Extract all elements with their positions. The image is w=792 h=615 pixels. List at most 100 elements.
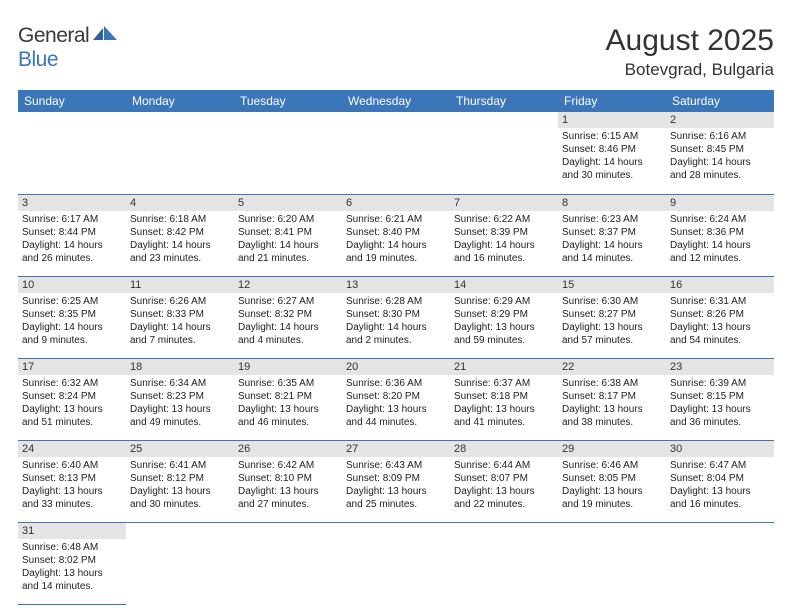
calendar-week-row: 3Sunrise: 6:17 AMSunset: 8:44 PMDaylight…	[18, 194, 774, 276]
day-line: Sunrise: 6:31 AM	[670, 295, 770, 308]
weekday-header: Thursday	[450, 90, 558, 112]
day-body: Sunrise: 6:38 AMSunset: 8:17 PMDaylight:…	[558, 375, 666, 429]
calendar-day-cell: 28Sunrise: 6:44 AMSunset: 8:07 PMDayligh…	[450, 440, 558, 522]
calendar-day-cell	[342, 112, 450, 194]
calendar-day-cell	[666, 522, 774, 604]
day-line: Sunset: 8:39 PM	[454, 226, 554, 239]
calendar-day-cell: 3Sunrise: 6:17 AMSunset: 8:44 PMDaylight…	[18, 194, 126, 276]
day-line: Sunrise: 6:42 AM	[238, 459, 338, 472]
day-line: Daylight: 14 hours and 9 minutes.	[22, 321, 122, 347]
day-number	[18, 112, 126, 128]
calendar-week-row: 10Sunrise: 6:25 AMSunset: 8:35 PMDayligh…	[18, 276, 774, 358]
day-line: Sunrise: 6:30 AM	[562, 295, 662, 308]
day-body: Sunrise: 6:36 AMSunset: 8:20 PMDaylight:…	[342, 375, 450, 429]
day-number	[342, 112, 450, 128]
day-body	[234, 128, 342, 130]
day-line: Sunset: 8:26 PM	[670, 308, 770, 321]
day-body: Sunrise: 6:43 AMSunset: 8:09 PMDaylight:…	[342, 457, 450, 511]
calendar-day-cell: 1Sunrise: 6:15 AMSunset: 8:46 PMDaylight…	[558, 112, 666, 194]
day-number	[126, 112, 234, 128]
day-body: Sunrise: 6:28 AMSunset: 8:30 PMDaylight:…	[342, 293, 450, 347]
calendar-day-cell: 27Sunrise: 6:43 AMSunset: 8:09 PMDayligh…	[342, 440, 450, 522]
day-number: 31	[18, 523, 126, 539]
day-number: 5	[234, 195, 342, 211]
day-line: Sunrise: 6:46 AM	[562, 459, 662, 472]
calendar-day-cell: 19Sunrise: 6:35 AMSunset: 8:21 PMDayligh…	[234, 358, 342, 440]
day-line: Sunrise: 6:28 AM	[346, 295, 446, 308]
day-line: Daylight: 13 hours and 49 minutes.	[130, 403, 230, 429]
day-number: 11	[126, 277, 234, 293]
month-title: August 2025	[606, 24, 774, 58]
calendar-day-cell: 24 Sunrise: 6:40 AMSunset: 8:13 PMDayligh…	[18, 440, 126, 522]
day-line: Sunrise: 6:25 AM	[22, 295, 122, 308]
calendar-day-cell: 30Sunrise: 6:47 AMSunset: 8:04 PMDayligh…	[666, 440, 774, 522]
day-line: Sunset: 8:29 PM	[454, 308, 554, 321]
calendar-day-cell: 15Sunrise: 6:30 AMSunset: 8:27 PMDayligh…	[558, 276, 666, 358]
day-number	[342, 523, 450, 539]
day-body	[666, 539, 774, 541]
day-line: Daylight: 13 hours and 46 minutes.	[238, 403, 338, 429]
calendar-day-cell: 22Sunrise: 6:38 AMSunset: 8:17 PMDayligh…	[558, 358, 666, 440]
day-body: Sunrise: 6:17 AMSunset: 8:44 PMDaylight:…	[18, 211, 126, 265]
weekday-header-row: Sunday Monday Tuesday Wednesday Thursday…	[18, 90, 774, 112]
day-number: 25	[126, 441, 234, 457]
day-number: 24	[18, 441, 126, 457]
day-line: Sunset: 8:13 PM	[22, 472, 122, 485]
day-number: 29	[558, 441, 666, 457]
weekday-header: Saturday	[666, 90, 774, 112]
day-line: Sunrise: 6:23 AM	[562, 213, 662, 226]
day-line: Daylight: 13 hours and 33 minutes.	[22, 485, 122, 511]
day-number: 4	[126, 195, 234, 211]
weekday-header: Tuesday	[234, 90, 342, 112]
logo-text-blue: Blue	[18, 48, 58, 71]
day-line: Daylight: 13 hours and 16 minutes.	[670, 485, 770, 511]
calendar-day-cell	[126, 522, 234, 604]
day-line: Sunrise: 6:16 AM	[670, 130, 770, 143]
title-block: August 2025 Botevgrad, Bulgaria	[606, 24, 774, 80]
calendar-day-cell: 17Sunrise: 6:32 AMSunset: 8:24 PMDayligh…	[18, 358, 126, 440]
calendar-week-row: 17Sunrise: 6:32 AMSunset: 8:24 PMDayligh…	[18, 358, 774, 440]
day-number: 28	[450, 441, 558, 457]
day-number: 20	[342, 359, 450, 375]
day-number: 14	[450, 277, 558, 293]
day-body: Sunrise: 6:25 AMSunset: 8:35 PMDaylight:…	[18, 293, 126, 347]
day-body	[126, 539, 234, 541]
day-line: Sunrise: 6:39 AM	[670, 377, 770, 390]
day-line: Sunrise: 6:34 AM	[130, 377, 230, 390]
day-line: Daylight: 14 hours and 21 minutes.	[238, 239, 338, 265]
day-line: Sunset: 8:24 PM	[22, 390, 122, 403]
day-number: 3	[18, 195, 126, 211]
day-line: Sunset: 8:07 PM	[454, 472, 554, 485]
day-body: Sunrise: 6:34 AMSunset: 8:23 PMDaylight:…	[126, 375, 234, 429]
calendar-day-cell: 13Sunrise: 6:28 AMSunset: 8:30 PMDayligh…	[342, 276, 450, 358]
calendar-day-cell: 4Sunrise: 6:18 AMSunset: 8:42 PMDaylight…	[126, 194, 234, 276]
day-number: 8	[558, 195, 666, 211]
day-body: Sunrise: 6:18 AMSunset: 8:42 PMDaylight:…	[126, 211, 234, 265]
day-line: Sunrise: 6:44 AM	[454, 459, 554, 472]
day-line: Daylight: 13 hours and 25 minutes.	[346, 485, 446, 511]
day-line: Sunrise: 6:29 AM	[454, 295, 554, 308]
calendar-week-row: 31Sunrise: 6:48 AMSunset: 8:02 PMDayligh…	[18, 522, 774, 604]
day-line: Daylight: 13 hours and 54 minutes.	[670, 321, 770, 347]
day-line: Sunrise: 6:43 AM	[346, 459, 446, 472]
day-line: Sunrise: 6:40 AM	[22, 459, 122, 472]
day-line: Sunset: 8:23 PM	[130, 390, 230, 403]
day-line: Sunset: 8:42 PM	[130, 226, 230, 239]
day-line: Daylight: 13 hours and 57 minutes.	[562, 321, 662, 347]
day-line: Sunset: 8:02 PM	[22, 554, 122, 567]
day-line: Daylight: 13 hours and 30 minutes.	[130, 485, 230, 511]
calendar-day-cell: 2Sunrise: 6:16 AMSunset: 8:45 PMDaylight…	[666, 112, 774, 194]
day-body: Sunrise: 6:24 AMSunset: 8:36 PMDaylight:…	[666, 211, 774, 265]
day-body	[18, 128, 126, 130]
day-line: Sunrise: 6:22 AM	[454, 213, 554, 226]
day-line: Daylight: 13 hours and 51 minutes.	[22, 403, 122, 429]
day-body: Sunrise: 6:39 AMSunset: 8:15 PMDaylight:…	[666, 375, 774, 429]
day-line: Sunset: 8:33 PM	[130, 308, 230, 321]
calendar-page: General August 2025 Botevgrad, Bulgaria …	[0, 0, 792, 615]
day-line: Daylight: 13 hours and 41 minutes.	[454, 403, 554, 429]
day-line: Daylight: 14 hours and 30 minutes.	[562, 156, 662, 182]
day-body: Sunrise: 6:27 AMSunset: 8:32 PMDaylight:…	[234, 293, 342, 347]
day-line: Sunset: 8:27 PM	[562, 308, 662, 321]
day-line: Sunset: 8:44 PM	[22, 226, 122, 239]
day-line: Sunrise: 6:17 AM	[22, 213, 122, 226]
